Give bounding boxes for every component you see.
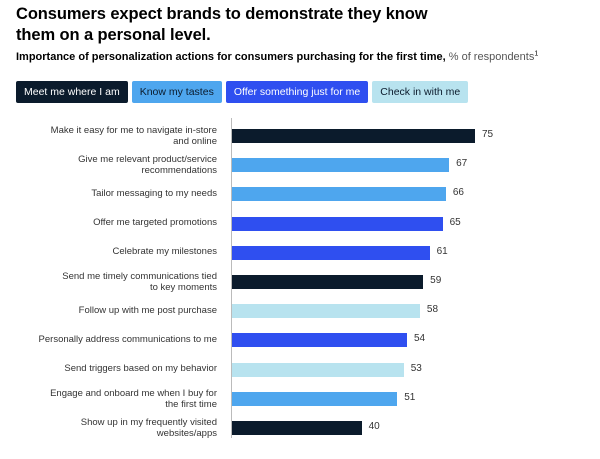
bar-personally-address-communications-to-me xyxy=(232,333,407,348)
legend: Meet me where I am Know my tastes Offer … xyxy=(16,81,469,103)
subtitle-text: Importance of personalization actions fo… xyxy=(16,51,446,63)
footnote-marker: 1 xyxy=(534,50,539,58)
category-label-follow-up-with-me-post-purchase: Follow up with me post purchase xyxy=(2,305,217,316)
category-label-line: Personally address communications to me xyxy=(38,333,217,345)
category-label-show-up-in-my-frequently-visited-websites-apps: Show up in my frequently visited websites… xyxy=(2,417,217,439)
bar-celebrate-my-milestones xyxy=(232,245,430,260)
category-label-line: Give me relevant product/service xyxy=(78,154,217,166)
category-label-line: Make it easy for me to navigate in-store xyxy=(50,125,217,136)
category-label-give-me-relevant-product-service-recommendations: Give me relevant product/service recommen… xyxy=(2,154,217,176)
category-label-line: Offer me targeted promotions xyxy=(93,217,217,229)
category-label-line: recommendations xyxy=(141,165,217,177)
category-label-engage-and-onboard-me-when-i-buy-for-the-first-time: Engage and onboard me when I buy for the … xyxy=(2,388,217,410)
bar-offer-me-targeted-promotions xyxy=(232,216,443,231)
legend-button-check-in-with-me[interactable]: Check in with me xyxy=(372,81,469,103)
value-label: 65 xyxy=(449,216,461,228)
category-label-line: and online xyxy=(173,136,217,147)
value-label: 75 xyxy=(482,129,494,140)
bar-chart: Make it easy for me to navigate in-store… xyxy=(0,118,600,459)
bar-send-triggers-based-on-my-behavior xyxy=(232,362,404,377)
value-label: 54 xyxy=(413,333,426,345)
category-label-line: Follow up with me post purchase xyxy=(78,304,217,316)
category-label-send-triggers-based-on-my-behavior: Send triggers based on my behavior xyxy=(2,363,217,374)
bar-make-it-easy-for-me-to-navigate-in-store-and-online xyxy=(232,129,475,143)
subtitle-unit: % of respondents xyxy=(445,51,535,63)
category-label-line: websites/apps xyxy=(156,428,217,439)
legend-button-know-my-tastes[interactable]: Know my tastes xyxy=(131,81,222,103)
value-label: 61 xyxy=(436,245,448,257)
category-label-line: Show up in my frequently visited xyxy=(80,417,217,428)
category-label-line: the first time xyxy=(165,398,217,410)
value-label: 59 xyxy=(430,275,442,286)
value-label: 51 xyxy=(404,391,416,403)
category-label-line: Send triggers based on my behavior xyxy=(64,363,217,375)
bar-give-me-relevant-product-service-recommendations xyxy=(232,158,450,173)
value-label: 58 xyxy=(426,304,439,316)
category-label-line: Celebrate my milestones xyxy=(112,246,217,258)
value-label: 67 xyxy=(456,158,468,170)
bar-send-me-timely-communications-tied-to-key-moments xyxy=(232,275,424,289)
value-label: 66 xyxy=(452,187,464,199)
category-label-celebrate-my-milestones: Celebrate my milestones xyxy=(2,246,217,257)
category-label-send-me-timely-communications-tied-to-key-moments: Send me timely communications tied to key… xyxy=(2,271,217,293)
category-label-line: Tailor messaging to my needs xyxy=(91,187,217,199)
category-label-line: Engage and onboard me when I buy for xyxy=(50,387,217,399)
category-label-line: Send me timely communications tied xyxy=(62,271,217,282)
value-label: 53 xyxy=(410,362,422,374)
bar-engage-and-onboard-me-when-i-buy-for-the-first-time xyxy=(232,391,398,406)
category-label-make-it-easy-for-me-to-navigate-in-store-and-online: Make it easy for me to navigate in-store… xyxy=(2,125,217,147)
chart-subtitle: Importance of personalization actions fo… xyxy=(16,50,539,63)
category-label-offer-me-targeted-promotions: Offer me targeted promotions xyxy=(2,217,217,228)
category-label-tailor-messaging-to-my-needs: Tailor messaging to my needs xyxy=(2,188,217,199)
bar-follow-up-with-me-post-purchase xyxy=(232,304,420,319)
legend-button-offer-something-just-for-me[interactable]: Offer something just for me xyxy=(225,81,369,103)
bar-tailor-messaging-to-my-needs xyxy=(232,187,446,202)
bar-show-up-in-my-frequently-visited-websites-apps xyxy=(232,421,362,435)
category-label-personally-address-communications-to-me: Personally address communications to me xyxy=(2,334,217,345)
category-label-line: to key moments xyxy=(149,282,217,293)
chart-title: Consumers expect brands to demonstrate t… xyxy=(16,5,428,44)
value-label: 40 xyxy=(368,421,380,432)
y-axis-line xyxy=(231,118,232,438)
legend-button-meet-me-where-i-am[interactable]: Meet me where I am xyxy=(16,81,128,103)
